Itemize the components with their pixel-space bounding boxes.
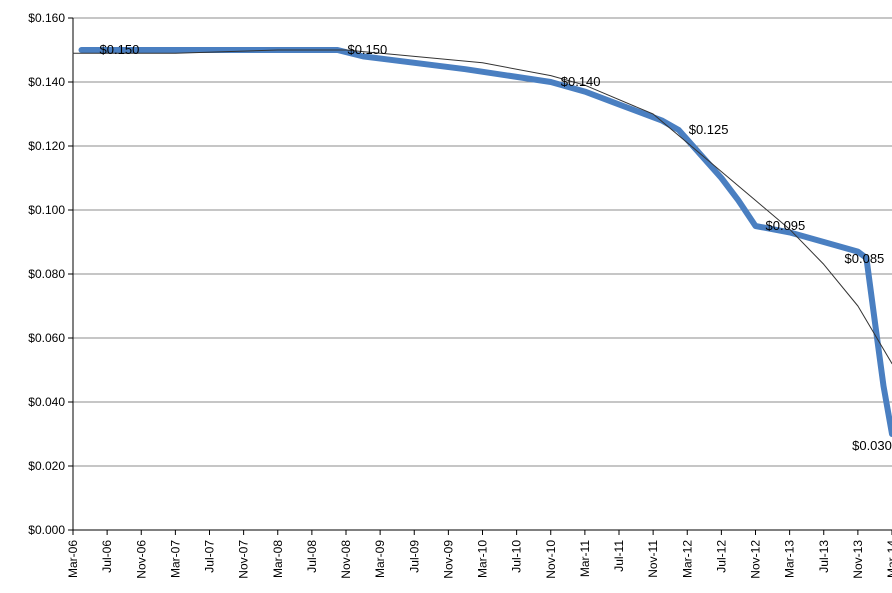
x-tick-label: Mar-06: [66, 540, 80, 578]
data-label: $0.030: [852, 438, 892, 453]
x-axis-ticks: Mar-06 Jul-06 Nov-06 Mar-07 Jul-07 Nov-07 Mar-…: [66, 530, 892, 579]
x-tick-label: Jul-13: [817, 540, 831, 573]
x-tick-label: Jul-07: [203, 540, 217, 573]
trendline: [72, 49, 892, 365]
data-labels: $0.150 $0.150 $0.140 $0.125 $0.095 $0.085 $0.0…: [100, 42, 892, 453]
price-series-line: [78, 47, 892, 437]
y-tick-label: $0.120: [28, 139, 65, 153]
x-tick-label: Jul-06: [100, 540, 114, 573]
y-tick-label: $0.000: [28, 523, 65, 537]
x-tick-label: Jul-09: [407, 540, 421, 573]
x-tick-label: Jul-10: [510, 540, 524, 573]
x-tick-label: Jul-12: [714, 540, 728, 573]
x-tick-label: Mar-12: [680, 540, 694, 578]
x-tick-label: Nov-11: [646, 540, 660, 578]
x-tick-label: Nov-08: [339, 540, 353, 579]
y-tick-label: $0.140: [28, 75, 65, 89]
x-tick-label: Mar-08: [271, 540, 285, 578]
data-label: $0.095: [766, 218, 806, 233]
x-tick-label: Jul-11: [612, 540, 626, 572]
y-tick-label: $0.100: [28, 203, 65, 217]
y-tick-label: $0.040: [28, 395, 65, 409]
y-tick-label: $0.160: [28, 11, 65, 25]
x-tick-label: Nov-10: [544, 540, 558, 579]
x-tick-label: Nov-13: [851, 540, 865, 579]
x-tick-label: Mar-09: [373, 540, 387, 578]
y-tick-label: $0.080: [28, 267, 65, 281]
data-label: $0.085: [845, 251, 885, 266]
y-axis-ticks: $0.000 $0.020 $0.040 $0.060 $0.080 $0.100 $0.1…: [28, 11, 73, 537]
x-tick-label: Mar-11: [578, 540, 592, 577]
x-tick-label: Nov-12: [749, 540, 763, 579]
x-tick-label: Jul-08: [305, 540, 319, 573]
data-label: $0.150: [347, 42, 387, 57]
series-lines: [72, 47, 892, 437]
data-label: $0.125: [689, 122, 729, 137]
data-label: $0.140: [561, 74, 601, 89]
x-tick-label: Nov-09: [441, 540, 455, 579]
x-tick-label: Nov-07: [237, 540, 251, 579]
x-tick-label: Mar-10: [476, 540, 490, 578]
y-tick-label: $0.060: [28, 331, 65, 345]
y-tick-label: $0.020: [28, 459, 65, 473]
x-tick-label: Mar-07: [168, 540, 182, 578]
x-tick-label: Mar-13: [783, 540, 797, 578]
data-label: $0.150: [100, 42, 140, 57]
x-tick-label: Nov-06: [134, 540, 148, 579]
x-tick-label: Mar-14: [885, 540, 892, 578]
gridlines: [73, 17, 892, 467]
